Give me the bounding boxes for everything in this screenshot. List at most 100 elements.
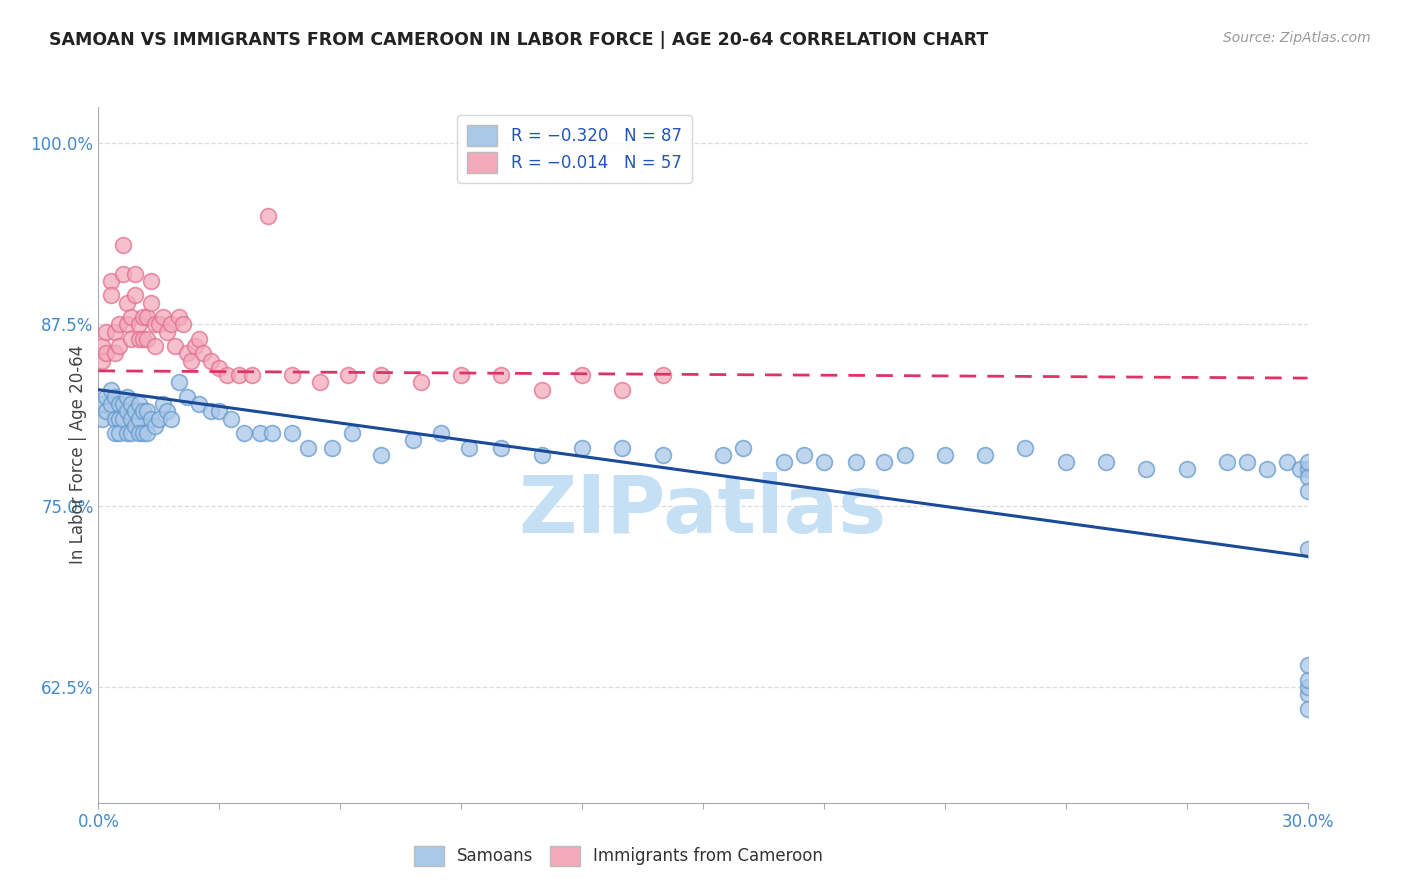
Point bbox=[135, 310, 157, 325]
Point bbox=[297, 441, 319, 455]
Point bbox=[281, 426, 304, 441]
Point bbox=[240, 368, 263, 383]
Point bbox=[1014, 441, 1036, 455]
Point bbox=[188, 397, 211, 411]
Point bbox=[115, 318, 138, 332]
Point bbox=[188, 332, 211, 346]
Point bbox=[139, 295, 162, 310]
Point bbox=[172, 318, 194, 332]
Point bbox=[249, 426, 271, 441]
Point bbox=[176, 390, 198, 404]
Text: Source: ZipAtlas.com: Source: ZipAtlas.com bbox=[1223, 31, 1371, 45]
Point bbox=[91, 397, 114, 411]
Point bbox=[217, 368, 239, 383]
Point bbox=[167, 376, 190, 390]
Point bbox=[733, 441, 755, 455]
Point bbox=[281, 368, 304, 383]
Point bbox=[148, 318, 170, 332]
Point bbox=[128, 332, 150, 346]
Point bbox=[120, 397, 142, 411]
Point bbox=[163, 339, 186, 353]
Point bbox=[91, 353, 114, 368]
Point bbox=[103, 390, 125, 404]
Point bbox=[156, 325, 179, 339]
Text: SAMOAN VS IMMIGRANTS FROM CAMEROON IN LABOR FORCE | AGE 20-64 CORRELATION CHART: SAMOAN VS IMMIGRANTS FROM CAMEROON IN LA… bbox=[49, 31, 988, 49]
Point bbox=[120, 426, 142, 441]
Point bbox=[128, 411, 150, 425]
Point bbox=[651, 448, 673, 462]
Point bbox=[1236, 455, 1258, 469]
Point bbox=[260, 426, 283, 441]
Point bbox=[711, 448, 734, 462]
Point bbox=[139, 411, 162, 425]
Point bbox=[1296, 469, 1319, 483]
Point bbox=[103, 346, 125, 360]
Point bbox=[124, 404, 146, 418]
Point bbox=[107, 426, 129, 441]
Point bbox=[160, 411, 183, 425]
Point bbox=[893, 448, 915, 462]
Text: ZIPatlas: ZIPatlas bbox=[519, 472, 887, 549]
Point bbox=[1296, 673, 1319, 687]
Point bbox=[96, 325, 118, 339]
Point bbox=[612, 383, 634, 397]
Point bbox=[120, 310, 142, 325]
Point bbox=[612, 441, 634, 455]
Point bbox=[200, 404, 222, 418]
Point bbox=[128, 397, 150, 411]
Point bbox=[1175, 462, 1198, 476]
Point bbox=[530, 448, 553, 462]
Point bbox=[208, 404, 231, 418]
Point bbox=[772, 455, 794, 469]
Point bbox=[491, 368, 513, 383]
Point bbox=[128, 318, 150, 332]
Point bbox=[132, 404, 155, 418]
Point bbox=[91, 339, 114, 353]
Legend: Samoans, Immigrants from Cameroon: Samoans, Immigrants from Cameroon bbox=[405, 838, 831, 874]
Point bbox=[458, 441, 481, 455]
Point bbox=[132, 426, 155, 441]
Point bbox=[1296, 484, 1319, 499]
Point bbox=[200, 353, 222, 368]
Point bbox=[873, 455, 896, 469]
Point bbox=[160, 318, 183, 332]
Point bbox=[228, 368, 250, 383]
Point bbox=[143, 318, 166, 332]
Point bbox=[156, 404, 179, 418]
Point bbox=[111, 267, 134, 281]
Point bbox=[132, 332, 155, 346]
Point bbox=[124, 267, 146, 281]
Point bbox=[232, 426, 254, 441]
Point bbox=[208, 360, 231, 375]
Point bbox=[167, 310, 190, 325]
Point bbox=[148, 411, 170, 425]
Point bbox=[309, 376, 332, 390]
Point bbox=[143, 418, 166, 433]
Point bbox=[132, 310, 155, 325]
Point bbox=[370, 448, 392, 462]
Point bbox=[1296, 680, 1319, 694]
Point bbox=[103, 426, 125, 441]
Point bbox=[409, 376, 432, 390]
Y-axis label: In Labor Force | Age 20-64: In Labor Force | Age 20-64 bbox=[69, 345, 87, 565]
Point bbox=[571, 368, 593, 383]
Point bbox=[430, 426, 453, 441]
Point bbox=[1288, 462, 1310, 476]
Point bbox=[135, 404, 157, 418]
Point bbox=[107, 397, 129, 411]
Point bbox=[91, 411, 114, 425]
Point bbox=[193, 346, 215, 360]
Point bbox=[100, 383, 122, 397]
Point bbox=[115, 404, 138, 418]
Point bbox=[107, 411, 129, 425]
Point bbox=[491, 441, 513, 455]
Point bbox=[180, 353, 202, 368]
Point bbox=[115, 295, 138, 310]
Point bbox=[100, 288, 122, 302]
Point bbox=[103, 411, 125, 425]
Point bbox=[152, 397, 174, 411]
Point bbox=[813, 455, 835, 469]
Point bbox=[124, 418, 146, 433]
Point bbox=[370, 368, 392, 383]
Point bbox=[793, 448, 815, 462]
